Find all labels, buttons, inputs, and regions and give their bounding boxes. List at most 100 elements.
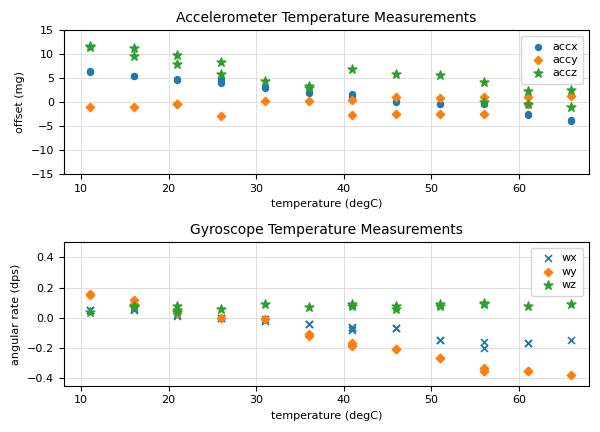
wz xyxy=(173,308,182,315)
Legend: accx, accy, accz: accx, accy, accz xyxy=(521,36,583,84)
accx xyxy=(347,93,357,100)
wy xyxy=(523,367,532,374)
wy xyxy=(435,355,445,362)
accz xyxy=(85,42,95,49)
wx xyxy=(129,307,139,314)
accz xyxy=(260,77,270,84)
accx xyxy=(566,118,576,125)
wz xyxy=(391,302,401,309)
accx xyxy=(523,112,532,119)
wz xyxy=(435,301,445,308)
wz xyxy=(304,304,313,311)
wx xyxy=(391,325,401,332)
wz xyxy=(566,301,576,308)
accx xyxy=(347,91,357,98)
accz xyxy=(173,61,182,68)
wx xyxy=(391,325,401,332)
accy xyxy=(479,94,488,101)
wz xyxy=(129,304,139,311)
accz xyxy=(217,70,226,77)
accz xyxy=(129,44,139,51)
wx xyxy=(260,316,270,323)
accy xyxy=(523,101,532,108)
accx xyxy=(217,79,226,86)
wx xyxy=(304,320,313,327)
wx xyxy=(347,323,357,330)
wx xyxy=(85,307,95,314)
wy xyxy=(479,364,488,371)
wz xyxy=(391,305,401,312)
accy xyxy=(523,94,532,101)
accx xyxy=(435,101,445,108)
accz xyxy=(435,72,445,79)
accy xyxy=(391,94,401,101)
wy xyxy=(391,346,401,353)
accy xyxy=(173,101,182,108)
Legend: wx, wy, wz: wx, wy, wz xyxy=(531,248,583,295)
accx xyxy=(129,73,139,80)
wz xyxy=(173,307,182,314)
Title: Accelerometer Temperature Measurements: Accelerometer Temperature Measurements xyxy=(176,11,476,25)
wz xyxy=(523,302,532,309)
wx xyxy=(479,344,488,351)
accz xyxy=(391,70,401,77)
wy xyxy=(304,331,313,338)
wz xyxy=(217,305,226,312)
wx xyxy=(479,338,488,345)
accx xyxy=(173,76,182,83)
wx xyxy=(217,314,226,321)
accy xyxy=(85,103,95,110)
accx xyxy=(304,89,313,96)
accz xyxy=(304,83,313,90)
accz xyxy=(523,101,532,108)
X-axis label: temperature (degC): temperature (degC) xyxy=(271,411,382,421)
accz xyxy=(479,98,488,105)
wx xyxy=(347,326,357,333)
wx xyxy=(523,340,532,347)
wz xyxy=(347,301,357,308)
accx xyxy=(129,73,139,79)
accz xyxy=(85,44,95,51)
wx xyxy=(85,307,95,314)
wz xyxy=(85,308,95,315)
accx xyxy=(435,100,445,107)
accy xyxy=(129,103,139,110)
accx xyxy=(217,75,226,82)
wz xyxy=(347,302,357,309)
accx xyxy=(173,76,182,83)
accz xyxy=(129,52,139,59)
accy xyxy=(566,93,576,100)
accy xyxy=(347,112,357,119)
accz xyxy=(479,79,488,86)
wz xyxy=(173,302,182,309)
accx xyxy=(85,69,95,76)
accy xyxy=(347,96,357,103)
accx xyxy=(391,97,401,104)
X-axis label: temperature (degC): temperature (degC) xyxy=(271,199,382,209)
wy xyxy=(479,367,488,374)
wx xyxy=(435,337,445,344)
wz xyxy=(129,302,139,309)
wx xyxy=(173,313,182,320)
wy xyxy=(566,372,576,378)
accx xyxy=(347,92,357,99)
wx xyxy=(173,311,182,318)
wy xyxy=(173,308,182,315)
wy xyxy=(347,341,357,348)
Title: Gyroscope Temperature Measurements: Gyroscope Temperature Measurements xyxy=(190,223,463,237)
wy xyxy=(304,332,313,339)
wx xyxy=(260,317,270,324)
wy xyxy=(347,340,357,347)
accz xyxy=(347,65,357,72)
wy xyxy=(129,301,139,308)
wx xyxy=(129,305,139,312)
accz xyxy=(523,88,532,95)
wx xyxy=(347,325,357,332)
wz xyxy=(479,299,488,306)
wx xyxy=(217,314,226,321)
wy xyxy=(347,343,357,350)
Y-axis label: angular rate (dps): angular rate (dps) xyxy=(11,264,21,365)
Y-axis label: offset (mg): offset (mg) xyxy=(15,71,25,133)
wy xyxy=(479,367,488,374)
accz xyxy=(173,51,182,58)
